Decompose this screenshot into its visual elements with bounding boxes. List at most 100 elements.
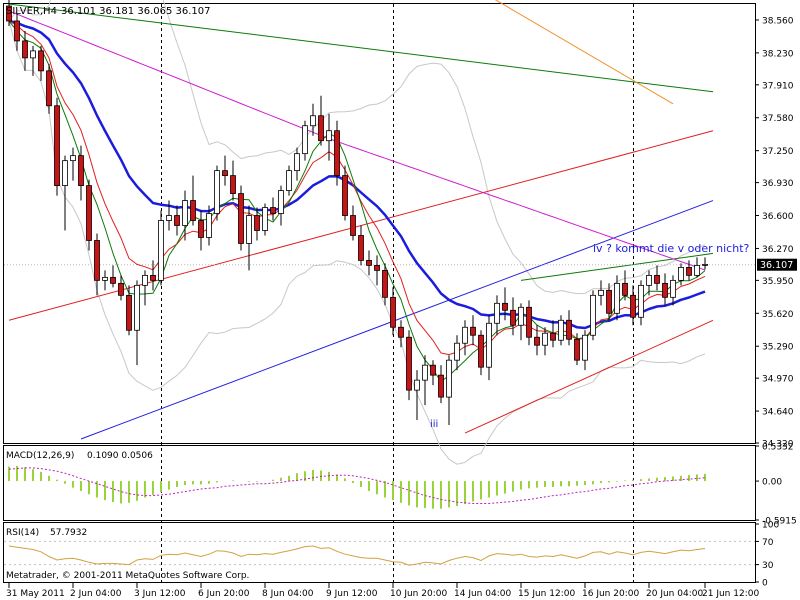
candle-body-bull [30,50,36,59]
candle-body-bull [598,289,604,296]
candle-body-bear [126,294,132,331]
price-axis-label: 35.620 [762,310,794,320]
rsi-indicator: 100 70 30 0 [4,521,779,589]
candle-body-bear [94,240,100,281]
ma-magenta-line [8,10,706,271]
candle-body-bear [374,265,380,271]
candle-body-bull [486,322,492,368]
candle-body-bear [238,193,244,244]
candle-body-bull [542,332,548,346]
price-axis-label: 35.290 [762,343,794,353]
candle-body-bull [678,266,684,281]
candle-body-bear [118,282,124,296]
moving-averages [8,10,706,382]
candle-body-bull [638,284,644,318]
candle-body-bear [222,170,228,177]
time-axis-label: 10 Jun 20:00 [390,589,447,599]
time-axis-label: 9 Jun 12:00 [326,589,378,599]
rsi-value: 57.7932 [50,528,87,538]
ohlc-values: 36.101 36.181 36.065 36.107 [61,6,211,17]
candle-body-bear [430,364,436,376]
macd-signal-line [8,467,706,504]
candle-body-bull [518,306,524,326]
candle-body-bear [86,185,92,241]
price-axis-label: 36.600 [762,212,794,222]
candle-body-bull [286,170,292,191]
trend-line-4 [8,3,714,93]
time-axis-label: 16 Jun 20:00 [582,589,639,599]
candle-body-bull [310,115,316,127]
macd-axis-label: -0.5915 [762,517,797,527]
candle-body-bull [422,364,428,381]
current-price-label: 36.107 [760,260,793,271]
time-axis-label: 31 May 2011 [6,589,65,599]
price-axis-label: 34.640 [762,408,794,418]
candle-body-bull [246,215,252,244]
candle-body-bull [142,274,148,286]
time-axis-label: 15 Jun 12:00 [518,589,575,599]
candle-body-bull [102,276,108,281]
candle-body-bull [158,220,164,281]
candle-body-bear [254,215,260,231]
candle-body-bull [494,302,500,324]
candle-body-bear [606,289,612,314]
price-axis-label: 35.950 [762,277,794,287]
candle-body-bear [174,215,180,226]
candle-body-bear [622,282,628,296]
trend-channel-lines [4,0,755,440]
candle-body-bear [358,235,364,261]
candle-body-bear [662,282,668,298]
candle-body-bear [510,309,516,326]
price-axis-label: 38.560 [762,16,794,26]
time-axis-label: 6 Jun 20:00 [198,589,250,599]
candle-body-bear [654,274,660,284]
bollinger-lower-line [8,20,706,465]
macd-panel-frame [3,445,756,521]
macd-axis-label: 0.5332 [762,443,794,453]
price-axis-label: 36.270 [762,245,794,255]
candle-body-bull [582,334,588,361]
candlesticks [6,0,708,426]
price-axis-label: 36.930 [762,179,794,189]
macd-values: 0.1090 0.0506 [87,451,153,461]
price-axis-label: 37.250 [762,147,794,157]
time-axis-label: 20 Jun 04:00 [646,589,703,599]
candle-body-bull [646,274,652,286]
trend-line-3 [80,200,714,440]
candle-body-bull [262,207,268,231]
current-price-marker: 36.107 [757,258,797,271]
candle-body-bear [382,269,388,298]
candle-body-bear [14,20,20,42]
candle-body-bear [366,260,372,266]
candle-body-bull [278,190,284,214]
candle-body-bear [110,276,116,284]
main-panel-frame [3,3,756,444]
candle-body-bear [38,50,44,72]
candle-body-bear [630,294,636,318]
candle-body-bear [550,332,556,341]
candle-body-bear [78,155,84,186]
time-axis-label: 21 Jun 12:00 [702,589,759,599]
candle-body-bear [334,130,340,177]
candle-body-bull [214,170,220,214]
candle-body-bear [478,334,484,368]
candle-body-bull [302,125,308,155]
ma-blue-line [8,19,706,330]
price-axis-label: 34.320 [762,440,794,450]
price-axis: 38.560 38.230 37.910 37.580 37.250 36.930 36.6… [755,16,794,450]
rsi-axis-label: 70 [762,538,774,548]
candle-body-bear [398,326,404,338]
candle-body-bull [206,213,212,238]
candle-body-bull [414,379,420,391]
rsi-panel-frame [3,522,756,583]
price-axis-label: 37.910 [762,81,794,91]
candle-body-bear [54,105,60,186]
ma-green-line [8,20,706,382]
candle-body-bear [318,115,324,142]
candle-body-bear [534,336,540,346]
bollinger-bands [8,0,706,465]
candle-body-bear [350,215,356,236]
macd-indicator: 0.5332 0.00 -0.5915 [8,443,797,527]
candle-body-bull [166,215,172,221]
